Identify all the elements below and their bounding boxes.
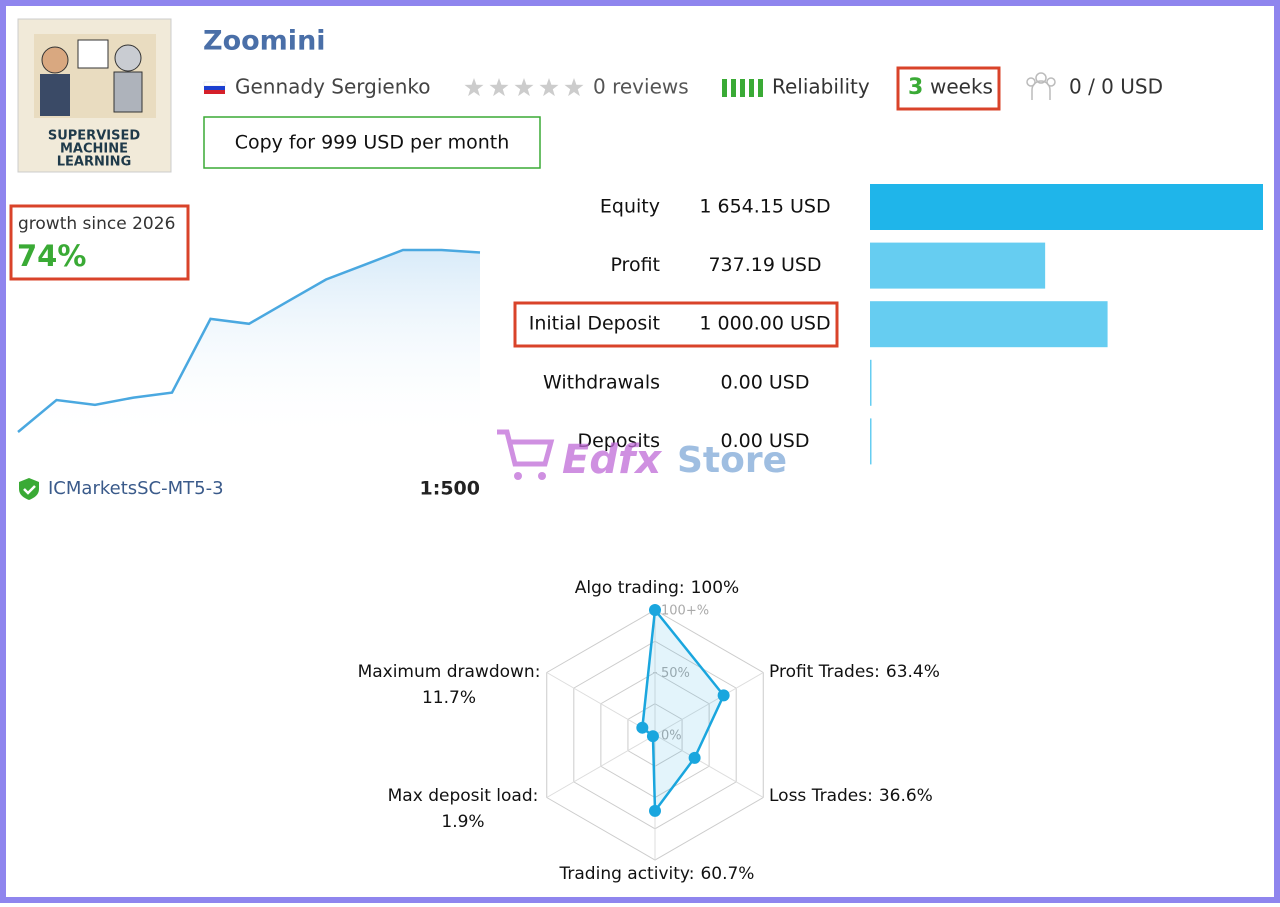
stat-label: Deposits [577, 430, 660, 452]
subscribers-icon [1026, 72, 1056, 100]
radar-spoke [654, 672, 764, 736]
growth-chart [17, 248, 481, 442]
stat-bar [870, 242, 1046, 289]
radar-chart: 0% 50% 100+% Algo trading: 100% Profit Trades… [358, 578, 940, 884]
verified-icon [19, 478, 39, 500]
stat-bar [870, 418, 872, 465]
server[interactable]: ICMarketsSC-MT5-3 [48, 478, 224, 499]
growth-label: growth since 2026 [18, 214, 175, 234]
radar-label: Trading activity: 60.7% [559, 864, 755, 884]
radar-value: 1.9% [441, 812, 484, 832]
radar-spoke [654, 734, 764, 798]
copy-button-label[interactable]: Copy for 999 USD per month [235, 132, 510, 154]
stat-label: Equity [600, 196, 660, 218]
radar-point [646, 730, 659, 743]
stat-value: 1 000.00 USD [699, 313, 830, 335]
radar-value: 63.4% [886, 662, 940, 682]
stats-chart: Equity 1 654.15 USD Profit 737.19 USD Initia… [529, 184, 1263, 465]
radar-point [649, 604, 661, 616]
logo-text: LEARNING [57, 155, 132, 170]
radar-tick-label: 50% [661, 666, 690, 681]
leverage: 1:500 [420, 478, 480, 500]
stat-value: 737.19 USD [708, 254, 821, 276]
radar-category: Max deposit load: [388, 786, 539, 806]
highlight-box [513, 301, 839, 348]
reliability: Reliability [772, 75, 870, 99]
growth-line [17, 248, 481, 433]
watermark-text: Edfx [562, 437, 662, 483]
stat-value: 0.00 USD [721, 430, 810, 452]
highlight-box [896, 66, 1001, 111]
stat-bar [870, 184, 1263, 230]
subscribers: 0 / 0 USD [1069, 75, 1163, 99]
watermark-text: Store [677, 440, 787, 481]
rating-stars [464, 78, 584, 97]
stat-bar [870, 301, 1108, 348]
radar-value: 100% [691, 578, 740, 598]
flag [203, 81, 226, 94]
radar-category: Profit Trades: [769, 662, 880, 682]
radar-value: 36.6% [879, 786, 933, 806]
copy-button[interactable] [203, 116, 541, 169]
watermark: Edfx Store [497, 429, 787, 483]
growth-value: 74% [17, 239, 86, 273]
radar-category: Trading activity: [559, 864, 695, 884]
stat-label: Profit [610, 254, 660, 276]
radar-point [717, 689, 730, 702]
weeks-unit: weeks [930, 75, 993, 99]
radar-tick-label: 0% [661, 729, 682, 744]
stat-bar [870, 359, 872, 406]
stat-value: 0.00 USD [721, 371, 810, 393]
radar-label: Profit Trades: 63.4% [769, 662, 940, 682]
radar-category: Algo trading: [575, 578, 685, 598]
radar-point [688, 751, 701, 764]
stat-label: Withdrawals [543, 371, 660, 393]
radar-value: 11.7% [422, 688, 476, 708]
signal-title[interactable]: Zoomini [203, 26, 326, 57]
radar-value: 60.7% [700, 864, 754, 884]
reliability-icon [722, 79, 763, 97]
logo: SUPERVISED MACHINE LEARNING [17, 18, 172, 173]
radar-label: Algo trading: 100% [575, 578, 739, 598]
stat-value: 1 654.15 USD [699, 196, 830, 218]
reviews[interactable]: 0 reviews [593, 75, 689, 99]
star [464, 78, 484, 97]
author[interactable]: Gennady Sergienko [235, 75, 431, 99]
radar-spoke [546, 734, 656, 798]
star [489, 78, 509, 97]
radar-point [649, 804, 661, 817]
logo-text: MACHINE [60, 142, 128, 157]
growth-area [18, 250, 480, 442]
weeks-number: 3 [908, 75, 923, 100]
star [564, 78, 584, 97]
stat-label: Initial Deposit [529, 313, 660, 335]
radar-point [636, 721, 649, 734]
radar-category: Loss Trades: [769, 786, 873, 806]
radar-spoke [546, 672, 656, 736]
radar-tick-label: 100+% [661, 604, 709, 619]
highlight-box [9, 204, 190, 281]
star [514, 78, 534, 97]
star [539, 78, 559, 97]
radar-label: Loss Trades: 36.6% [769, 786, 933, 806]
logo-text: SUPERVISED [48, 129, 140, 144]
radar-category: Maximum drawdown: [358, 662, 541, 682]
